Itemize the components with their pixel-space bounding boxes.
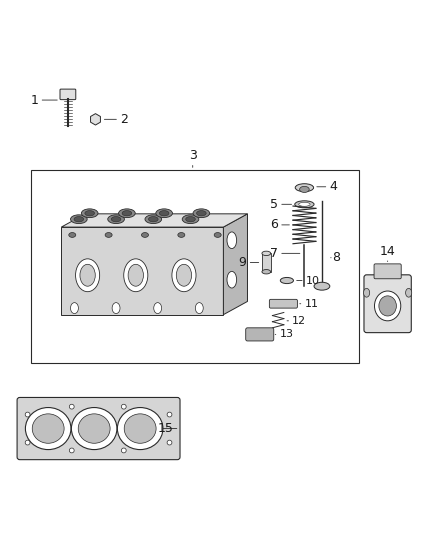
FancyBboxPatch shape [246, 328, 274, 341]
Ellipse shape [69, 404, 74, 409]
Ellipse shape [71, 215, 87, 223]
Ellipse shape [379, 296, 396, 316]
Ellipse shape [227, 232, 237, 248]
Text: 2: 2 [120, 113, 128, 126]
Ellipse shape [195, 303, 203, 313]
FancyBboxPatch shape [17, 398, 180, 459]
FancyBboxPatch shape [269, 300, 297, 308]
Ellipse shape [108, 215, 124, 223]
Ellipse shape [186, 216, 195, 222]
FancyBboxPatch shape [60, 89, 76, 100]
Ellipse shape [128, 264, 143, 286]
Bar [262, 253, 271, 272]
Ellipse shape [25, 440, 30, 445]
Text: 5: 5 [270, 198, 278, 211]
Text: 11: 11 [304, 298, 318, 309]
Ellipse shape [124, 414, 156, 443]
Ellipse shape [71, 303, 78, 313]
Ellipse shape [25, 408, 71, 449]
Ellipse shape [262, 251, 271, 255]
FancyBboxPatch shape [374, 264, 401, 279]
Ellipse shape [197, 211, 206, 216]
Ellipse shape [69, 448, 74, 453]
FancyBboxPatch shape [364, 275, 411, 333]
Polygon shape [91, 114, 100, 125]
Text: 12: 12 [292, 316, 306, 326]
Text: 14: 14 [380, 245, 396, 258]
Ellipse shape [121, 404, 126, 409]
Ellipse shape [112, 303, 120, 313]
Ellipse shape [178, 232, 185, 237]
Ellipse shape [124, 259, 148, 292]
Ellipse shape [172, 259, 196, 292]
Ellipse shape [154, 303, 162, 313]
Ellipse shape [364, 288, 370, 297]
Text: 9: 9 [239, 256, 247, 269]
Ellipse shape [406, 288, 412, 297]
Ellipse shape [119, 209, 135, 217]
Polygon shape [61, 227, 223, 314]
Text: 6: 6 [270, 219, 278, 231]
Ellipse shape [182, 215, 199, 223]
Ellipse shape [81, 209, 98, 217]
Ellipse shape [69, 232, 76, 237]
Ellipse shape [167, 412, 172, 417]
Text: 8: 8 [332, 251, 340, 264]
Ellipse shape [80, 264, 95, 286]
Ellipse shape [148, 216, 158, 222]
Ellipse shape [167, 440, 172, 445]
Ellipse shape [295, 201, 314, 208]
Ellipse shape [85, 211, 95, 216]
Text: 13: 13 [279, 329, 293, 340]
Ellipse shape [122, 211, 132, 216]
Ellipse shape [214, 232, 221, 237]
Polygon shape [223, 214, 247, 314]
Ellipse shape [121, 448, 126, 453]
Ellipse shape [374, 291, 401, 321]
Ellipse shape [105, 232, 112, 237]
Text: 10: 10 [306, 276, 320, 286]
Ellipse shape [299, 203, 310, 206]
Text: 7: 7 [270, 247, 278, 260]
Ellipse shape [25, 412, 30, 417]
Text: 15: 15 [158, 422, 173, 435]
Ellipse shape [32, 414, 64, 443]
Ellipse shape [159, 211, 169, 216]
Text: 3: 3 [189, 149, 197, 162]
Text: 1: 1 [31, 94, 39, 107]
Ellipse shape [111, 216, 121, 222]
Polygon shape [61, 214, 247, 227]
Ellipse shape [262, 270, 271, 274]
Bar [31, 170, 359, 363]
Ellipse shape [141, 232, 148, 237]
Ellipse shape [71, 408, 117, 449]
Ellipse shape [295, 184, 314, 191]
Ellipse shape [145, 215, 162, 223]
Ellipse shape [74, 216, 84, 222]
Text: 4: 4 [329, 180, 337, 193]
Ellipse shape [78, 414, 110, 443]
Ellipse shape [76, 259, 100, 292]
Ellipse shape [193, 209, 210, 217]
Ellipse shape [314, 282, 330, 290]
Ellipse shape [300, 187, 309, 192]
Ellipse shape [176, 264, 192, 286]
Ellipse shape [156, 209, 173, 217]
Ellipse shape [117, 408, 163, 449]
Ellipse shape [280, 278, 293, 284]
Ellipse shape [227, 271, 237, 288]
